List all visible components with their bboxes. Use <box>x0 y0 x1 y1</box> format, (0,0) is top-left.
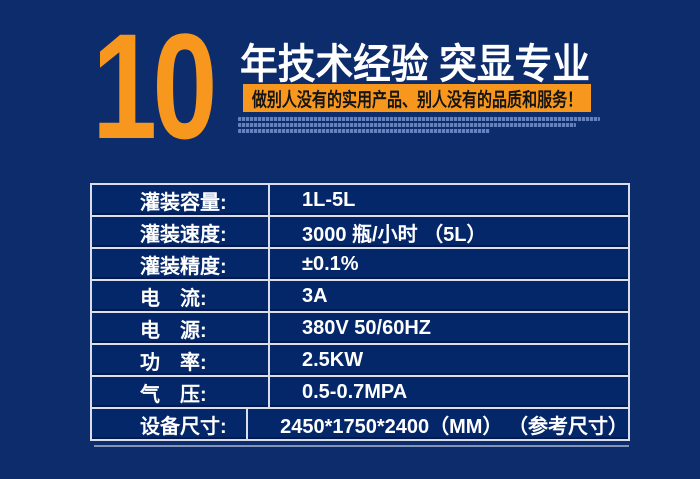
spec-value: 1L-5L <box>268 185 628 215</box>
fine-print-line <box>238 129 490 133</box>
spec-table-row: 电 流: 3A <box>92 281 628 313</box>
spec-label: 灌装容量: <box>140 191 227 214</box>
spec-table-row: 设备尺寸: 2450*1750*2400（MM） （参考尺寸） <box>92 409 628 439</box>
spec-table-row: 气 压: 0.5-0.7MPA <box>92 377 628 409</box>
spec-label: 灌装精度: <box>140 255 227 278</box>
spec-value: ±0.1% <box>268 249 628 279</box>
spec-table-row: 灌装容量: 1L-5L <box>92 185 628 217</box>
fine-print-block <box>238 117 608 135</box>
spec-label: 气 压: <box>140 383 207 406</box>
spec-label: 功 率: <box>140 351 207 374</box>
spec-value: 3A <box>268 281 628 311</box>
spec-value: 2.5KW <box>268 345 628 375</box>
fine-print-line <box>238 123 576 127</box>
fine-print-line <box>238 117 600 121</box>
spec-label: 电 源: <box>140 319 207 342</box>
spec-table: 灌装容量: 1L-5L 灌装速度: 3000 瓶/小时 （5L） 灌装精度: ±… <box>90 183 630 447</box>
spec-value: 380V 50/60HZ <box>268 313 628 343</box>
spec-table-row: 电 源: 380V 50/60HZ <box>92 313 628 345</box>
spec-table-row: 灌装速度: 3000 瓶/小时 （5L） <box>92 217 628 249</box>
spec-value: 2450*1750*2400（MM） （参考尺寸） <box>246 409 628 439</box>
spec-label: 电 流: <box>140 287 207 310</box>
spec-label: 灌装速度: <box>140 223 227 246</box>
spec-table-row: 功 率: 2.5KW <box>92 345 628 377</box>
page-title: 年技术经验 突显专业 <box>240 41 590 87</box>
slogan-banner: 做别人没有的实用产品、别人没有的品质和服务！ <box>243 84 591 112</box>
slogan-banner-text: 做别人没有的实用产品、别人没有的品质和服务！ <box>251 89 583 111</box>
spec-table-row: 灌装精度: ±0.1% <box>92 249 628 281</box>
big-number-10: 10 <box>92 2 217 170</box>
spec-label: 设备尺寸: <box>140 415 227 438</box>
spec-value: 0.5-0.7MPA <box>268 377 628 407</box>
spec-value: 3000 瓶/小时 （5L） <box>268 217 628 247</box>
